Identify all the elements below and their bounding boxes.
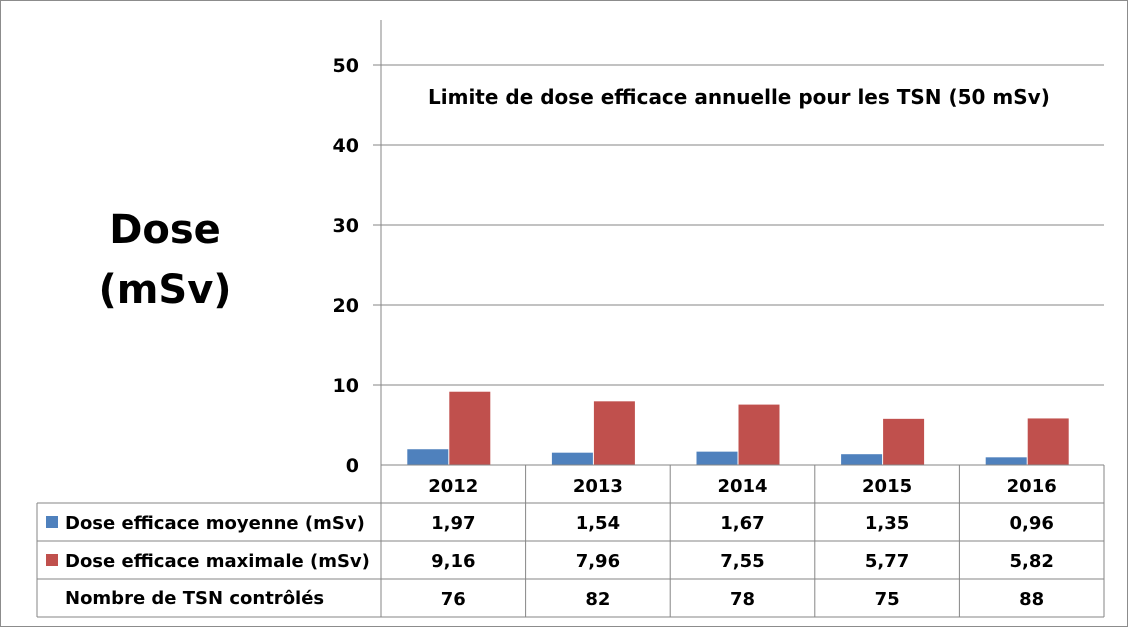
- category-label-2012: 2012: [428, 476, 478, 497]
- bar-maximale-2012: [449, 391, 491, 465]
- bar-maximale-2013: [593, 401, 635, 465]
- bar-moyenne-2015: [841, 454, 883, 465]
- category-label-2013: 2013: [573, 476, 623, 497]
- y-tick-label-50: 50: [333, 55, 359, 77]
- value-moyenne-2016: 0,96: [1009, 513, 1053, 534]
- dose-limit-annotation: Limite de dose efficace annuelle pour le…: [428, 85, 1050, 109]
- y-axis-label-line1: Dose: [109, 207, 221, 253]
- value-maximale-2016: 5,82: [1009, 551, 1053, 572]
- y-tick-label-40: 40: [333, 135, 359, 157]
- legend-swatch-moyenne: [46, 516, 58, 528]
- legend-swatch-maximale: [46, 554, 58, 566]
- value-maximale-2013: 7,96: [576, 551, 620, 572]
- value-nombre-tsn-2012: 76: [441, 589, 466, 610]
- y-axis-label-line2: (mSv): [98, 267, 232, 313]
- y-axis-label: Dose (mSv): [60, 200, 270, 320]
- value-nombre-tsn-2015: 75: [875, 589, 900, 610]
- value-maximale-2012: 9,16: [431, 551, 475, 572]
- bar-moyenne-2013: [551, 452, 593, 465]
- category-label-2014: 2014: [717, 476, 767, 497]
- legend-label-maximale: Dose efficace maximale (mSv): [65, 551, 370, 572]
- value-maximale-2014: 7,55: [720, 551, 764, 572]
- y-tick-label-0: 0: [346, 455, 359, 477]
- bar-maximale-2015: [883, 418, 925, 465]
- bar-maximale-2016: [1027, 418, 1069, 465]
- value-moyenne-2013: 1,54: [576, 513, 620, 534]
- value-moyenne-2015: 1,35: [865, 513, 909, 534]
- legend-label-moyenne: Dose efficace moyenne (mSv): [65, 513, 365, 534]
- category-label-2016: 2016: [1007, 476, 1057, 497]
- y-tick-label-20: 20: [333, 295, 359, 317]
- value-moyenne-2014: 1,67: [720, 513, 764, 534]
- bar-moyenne-2016: [985, 457, 1027, 465]
- y-tick-label-10: 10: [333, 375, 359, 397]
- bar-moyenne-2012: [407, 449, 449, 465]
- value-maximale-2015: 5,77: [865, 551, 909, 572]
- category-label-2015: 2015: [862, 476, 912, 497]
- row-label-nombre-tsn: Nombre de TSN contrôlés: [65, 588, 324, 609]
- value-nombre-tsn-2016: 88: [1019, 589, 1044, 610]
- value-nombre-tsn-2014: 78: [730, 589, 755, 610]
- value-moyenne-2012: 1,97: [431, 513, 475, 534]
- bar-moyenne-2014: [696, 451, 738, 465]
- bar-maximale-2014: [738, 404, 780, 465]
- y-tick-label-30: 30: [333, 215, 359, 237]
- value-nombre-tsn-2013: 82: [585, 589, 610, 610]
